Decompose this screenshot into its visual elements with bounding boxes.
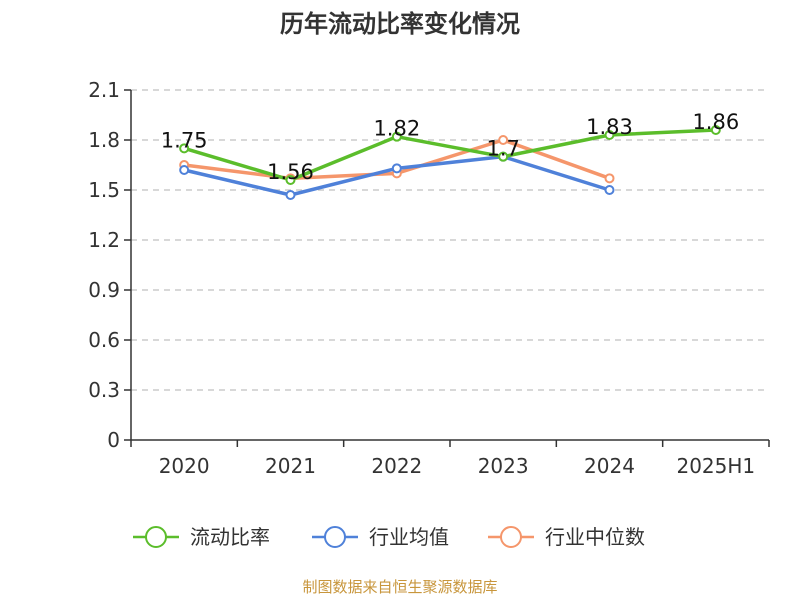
y-tick-label: 0.9: [88, 278, 120, 302]
data-point: [604, 130, 615, 140]
data-label: 1.83: [586, 115, 633, 139]
data-source-note: 制图数据来自恒生聚源数据库: [302, 578, 498, 596]
data-label: 1.75: [161, 128, 208, 152]
y-axis-ticks: 0 0.3 0.6 0.9 1.2 1.5 1.8 2.1: [88, 78, 131, 452]
x-tick-label: 2021: [265, 454, 316, 478]
legend-label: 行业中位数: [545, 525, 645, 549]
data-point: [285, 190, 296, 200]
series-line: [183, 128, 716, 182]
x-tick-label: 2022: [371, 454, 422, 478]
data-label: 1.86: [692, 110, 739, 134]
x-tick-label: 2020: [159, 454, 210, 478]
legend-marker-icon: [324, 526, 346, 548]
y-tick-label: 2.1: [88, 78, 120, 102]
series-points: [179, 125, 721, 200]
data-point: [179, 143, 190, 154]
chart-title: 历年流动比率变化情况: [280, 10, 520, 38]
data-label: 1.82: [373, 117, 420, 141]
x-tick-label: 2023: [478, 454, 529, 478]
x-tick-label: 2025H1: [676, 454, 755, 478]
data-labels: 1.75 1.56 1.82 1.7 1.83 1.86: [161, 110, 739, 184]
y-tick-label: 0.3: [88, 378, 120, 402]
legend-label: 行业均值: [369, 525, 449, 549]
data-point: [285, 175, 296, 185]
data-label: 1.7: [486, 137, 519, 161]
legend-label: 流动比率: [190, 525, 270, 549]
data-point: [179, 165, 190, 175]
y-tick-label: 1.2: [88, 228, 120, 252]
legend-marker-icon: [145, 526, 167, 548]
x-tick-label: 2024: [584, 454, 635, 478]
y-tick-label: 0.6: [88, 328, 120, 352]
data-point: [498, 135, 509, 145]
axes: [130, 90, 769, 441]
data-point: [391, 163, 402, 174]
legend-marker-icon: [500, 526, 522, 548]
grid-lines: [131, 89, 769, 391]
y-tick-label: 1.8: [88, 128, 120, 152]
data-point: [710, 125, 721, 135]
x-axis-ticks: 2020 2021 2022 2023 2024 2025H1: [130, 440, 770, 478]
y-tick-label: 0: [107, 428, 120, 452]
data-point: [498, 151, 509, 162]
data-point: [604, 185, 615, 195]
data-point: [391, 131, 402, 142]
y-tick-label: 1.5: [88, 178, 120, 202]
data-point: [604, 173, 615, 184]
legend: 流动比率 行业均值 行业中位数: [133, 525, 645, 549]
data-label: 1.56: [267, 160, 314, 184]
